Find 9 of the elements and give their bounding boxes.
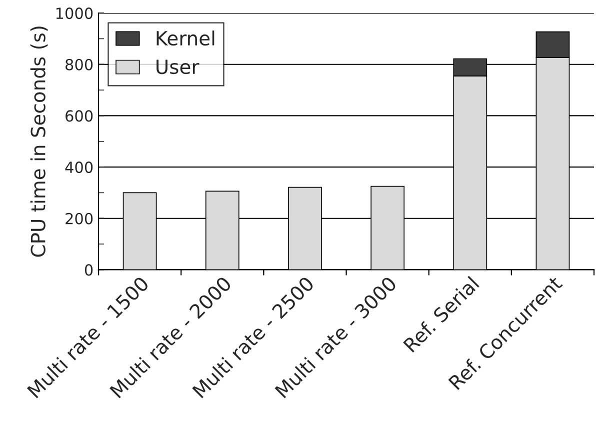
legend-label: Kernel xyxy=(156,30,214,46)
y-tick-label: 0 xyxy=(84,264,93,276)
y-tick-label: 1000 xyxy=(56,8,93,20)
y-tick-label: 600 xyxy=(66,110,93,122)
y-tick-label: 400 xyxy=(65,162,93,174)
legend-label: User xyxy=(156,60,200,74)
y-tick-label: 200 xyxy=(66,212,93,224)
y-axis-title: CPU time in Seconds (s) xyxy=(30,26,48,257)
y-tick-label: 800 xyxy=(66,58,93,70)
